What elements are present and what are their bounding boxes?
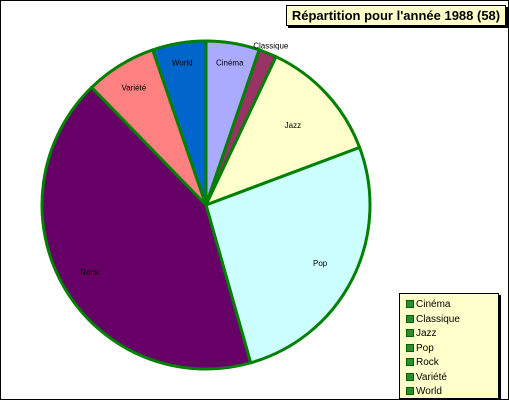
pie-slice-rock (40, 85, 253, 371)
legend-label: World (416, 386, 442, 397)
legend-item-jazz: Jazz (406, 327, 437, 341)
legend-swatch (406, 372, 414, 381)
legend-label: Variété (416, 371, 447, 383)
legend-item-variete: Variété (406, 371, 447, 385)
legend-item-pop: Pop (406, 342, 434, 356)
slice-label-variete: Variété (121, 84, 146, 93)
legend-label: Pop (416, 342, 434, 354)
legend: Cinéma Classique Jazz Pop Rock Variété World (399, 293, 499, 399)
pie-slice-pop (204, 145, 372, 365)
legend-swatch (406, 314, 414, 323)
legend-item-cinema: Cinéma (406, 298, 450, 312)
slice-label-classique: Classique (253, 41, 289, 50)
legend-swatch (406, 358, 414, 367)
legend-swatch (406, 300, 414, 309)
slice-label-cinema: Cinéma (216, 59, 244, 68)
legend-swatch (406, 343, 414, 352)
legend-item-world: World (406, 385, 442, 399)
legend-label: Jazz (416, 328, 437, 339)
legend-swatch (406, 387, 414, 396)
chart-title: Répartition pour l'année 1988 (58) (286, 5, 506, 26)
legend-label: Rock (416, 357, 439, 368)
legend-label: Classique (416, 313, 460, 325)
legend-item-rock: Rock (406, 356, 439, 370)
slice-label-rock: Rock (80, 268, 99, 277)
slice-label-pop: Pop (313, 259, 328, 268)
slice-label-world: World (172, 59, 193, 68)
legend-label: Cinéma (416, 299, 451, 310)
slice-label-jazz: Jazz (285, 121, 301, 130)
pie-slice-jazz (204, 55, 362, 207)
pie-slice-world (151, 39, 208, 207)
legend-swatch (406, 329, 414, 338)
legend-item-classique: Classique (406, 313, 460, 327)
